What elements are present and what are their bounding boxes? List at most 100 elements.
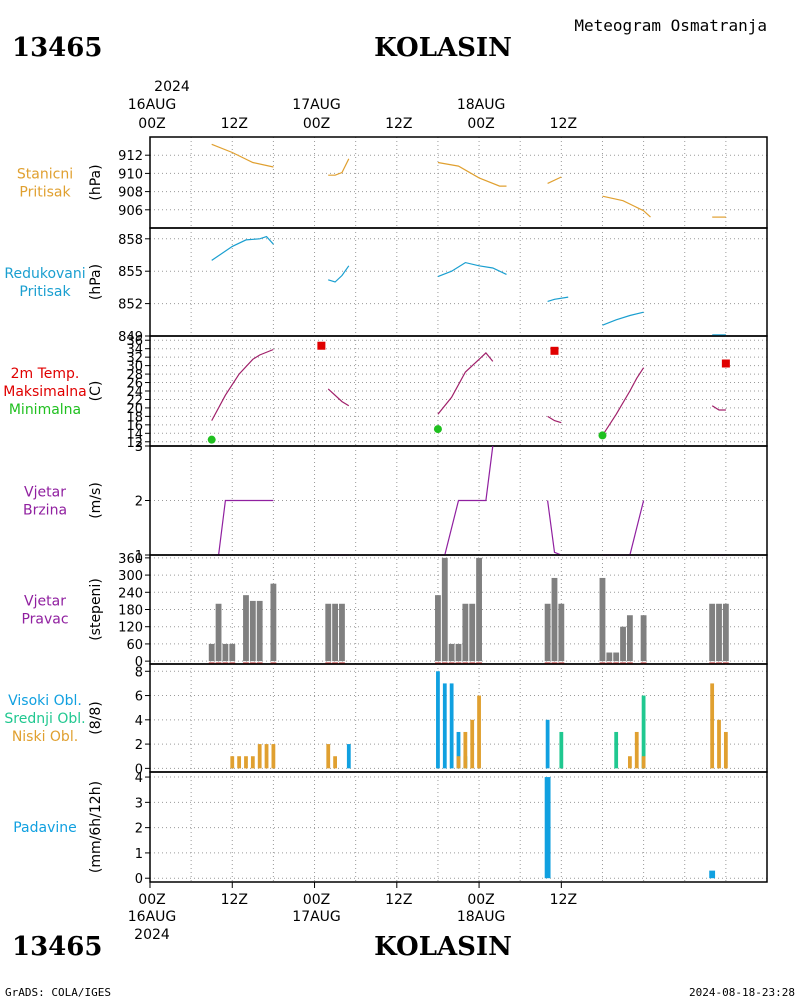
y-tick-label: 0 xyxy=(135,872,143,887)
top-hour-label: 12Z xyxy=(550,116,577,132)
cloud-bar xyxy=(237,756,242,769)
data-bar xyxy=(544,777,551,879)
y-tick-label: 30 xyxy=(126,360,143,375)
y-tick-label: 60 xyxy=(126,638,143,653)
cloud-bar xyxy=(545,719,550,769)
meteogram-subtitle: Meteogram Osmatranja xyxy=(574,16,767,35)
cloud-bar xyxy=(436,671,440,769)
data-bar xyxy=(435,595,441,662)
unit-label: (mm/6h/12h) xyxy=(88,781,104,873)
min-temp-marker xyxy=(433,425,442,434)
unit-label: (hPa) xyxy=(88,164,104,200)
unit-label: (C) xyxy=(88,381,104,402)
top-day-label: 17AUG xyxy=(292,97,341,113)
panel-stanicni: 906 908 910 912 Stanicni Pritisak (hPa) xyxy=(17,136,768,229)
data-bar xyxy=(229,643,236,662)
series-line xyxy=(547,296,569,302)
y-tick-label: 1 xyxy=(135,847,143,862)
y-tick-label: 32 xyxy=(126,351,143,366)
series-line xyxy=(601,367,645,436)
cloud-bar xyxy=(230,756,235,769)
cloud-bar xyxy=(333,756,337,769)
data-bar xyxy=(243,595,249,662)
panel-label: Minimalna xyxy=(9,402,81,418)
series-line xyxy=(211,235,274,261)
y-tick-label: 22 xyxy=(126,393,143,408)
timestamp-text: 2024-08-18-23:28 xyxy=(689,986,795,999)
data-bar xyxy=(544,603,551,662)
y-tick-label: 300 xyxy=(118,569,143,584)
top-hour-label: 00Z xyxy=(138,116,165,132)
data-bar xyxy=(620,626,626,662)
bottom-hour-label: 00Z xyxy=(467,892,494,908)
y-tick-label: 20 xyxy=(126,402,143,417)
cloud-bar xyxy=(456,731,461,769)
panel-label: Pritisak xyxy=(19,284,71,300)
data-bar xyxy=(339,603,345,662)
cloud-bar xyxy=(250,756,255,769)
panel-vjetar_pravac: 0 60 120 180 240 300 360 Vjetar Pravac (stepeni) xyxy=(21,552,768,670)
y-tick-label: 24 xyxy=(126,385,143,400)
bottom-day-label: 16AUG xyxy=(128,909,177,925)
station-name: KOLASIN xyxy=(374,33,512,63)
data-bar xyxy=(709,603,716,662)
cloud-bar xyxy=(470,719,475,769)
station-id: 13465 xyxy=(12,33,102,63)
cloud-bar xyxy=(271,744,276,769)
data-bar xyxy=(716,603,722,662)
panel-label: 2m Temp. xyxy=(11,366,80,382)
bottom-hour-label: 00Z xyxy=(138,892,165,908)
data-bar xyxy=(551,577,558,662)
data-bar xyxy=(332,603,339,662)
bottom-hour-label: 12Z xyxy=(550,892,577,908)
y-tick-label: 26 xyxy=(126,377,143,392)
y-tick-label: 849 xyxy=(118,330,143,345)
y-tick-label: 3 xyxy=(135,796,143,811)
data-bar xyxy=(462,603,469,662)
data-bar xyxy=(709,870,716,879)
data-bar xyxy=(249,600,256,662)
data-bar xyxy=(222,643,229,662)
unit-label: (hPa) xyxy=(88,264,104,300)
cloud-bar xyxy=(257,744,262,769)
footer-station-name: KOLASIN xyxy=(374,932,512,962)
series-line xyxy=(328,158,350,176)
min-temp-marker xyxy=(598,431,607,440)
series-line xyxy=(547,415,562,424)
series-line xyxy=(547,500,562,556)
y-tick-label: 28 xyxy=(126,368,143,383)
cloud-bar xyxy=(244,756,248,769)
y-tick-label: 910 xyxy=(118,167,143,182)
y-tick-label: 360 xyxy=(118,552,143,567)
panel-padavine: 0 1 2 3 4 Padavine (mm/6h/12h) xyxy=(13,771,768,887)
panel-label: Vjetar xyxy=(24,594,66,610)
panel-label: Vjetar xyxy=(24,485,66,501)
top-hour-label: 00Z xyxy=(467,116,494,132)
max-temp-marker xyxy=(721,359,730,368)
panel-label: Niski Obl. xyxy=(12,729,78,745)
bottom-hour-label: 12Z xyxy=(385,892,412,908)
series-line xyxy=(437,352,494,415)
data-bar xyxy=(469,603,476,662)
bottom-hour-label: 12Z xyxy=(221,892,248,908)
data-bar xyxy=(215,603,222,662)
series-line xyxy=(602,500,645,556)
data-bar xyxy=(208,643,215,662)
y-tick-label: 16 xyxy=(126,419,143,434)
series-line xyxy=(437,261,507,278)
data-bar xyxy=(640,615,647,662)
cloud-bar xyxy=(627,756,632,769)
cloud-bar xyxy=(614,731,619,769)
unit-label: (stepeni) xyxy=(88,578,104,641)
data-bar xyxy=(626,615,633,662)
top-year-label: 2024 xyxy=(154,79,190,95)
top-day-label: 18AUG xyxy=(457,97,506,113)
bottom-hour-label: 00Z xyxy=(303,892,330,908)
series-line xyxy=(602,195,651,218)
cloud-bar xyxy=(559,731,564,769)
series-line xyxy=(211,348,274,421)
y-tick-label: 6 xyxy=(135,690,143,705)
